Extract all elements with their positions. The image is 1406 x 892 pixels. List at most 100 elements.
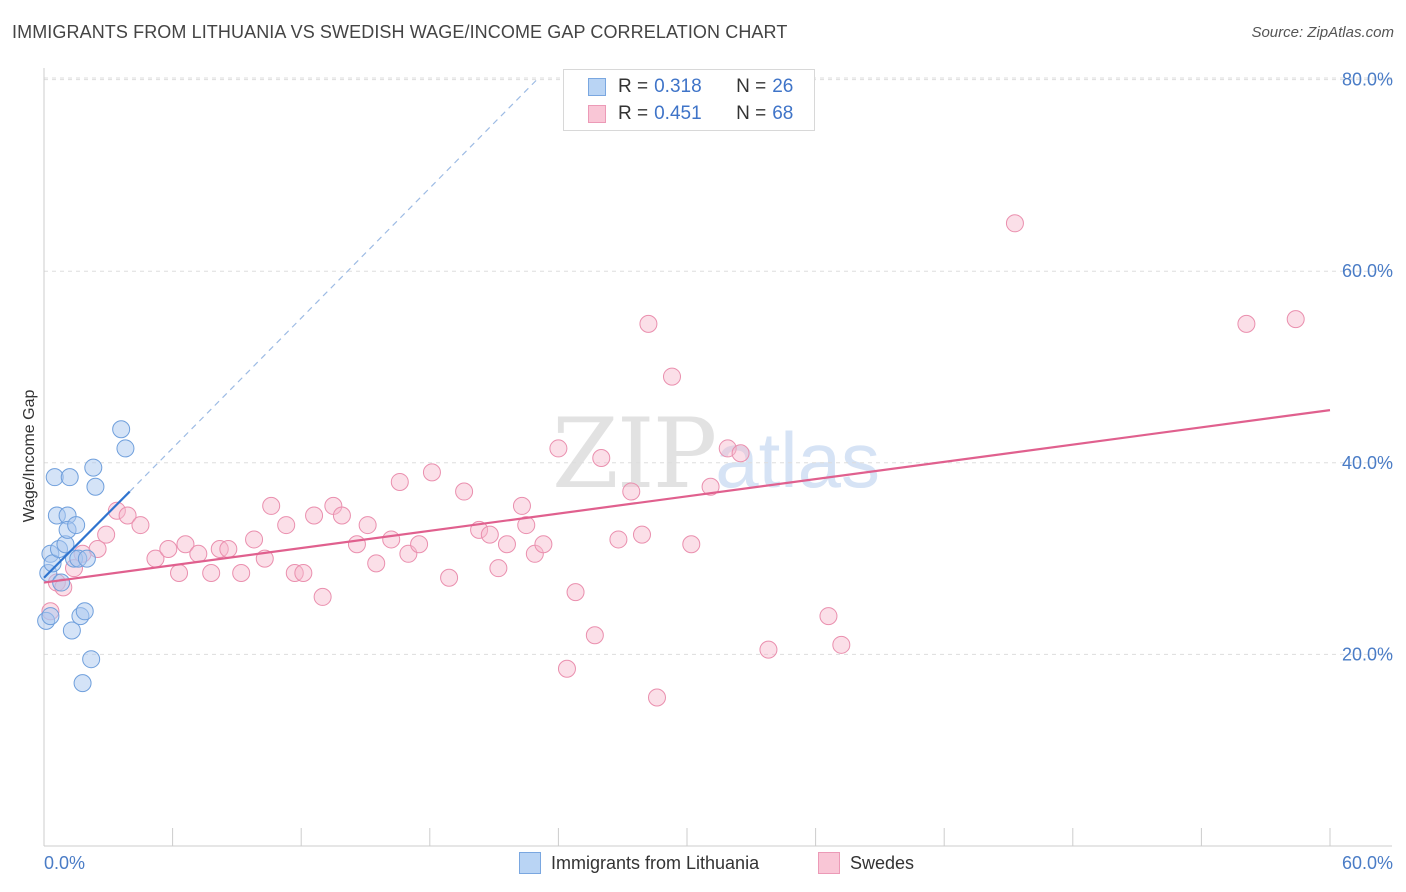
swedes-point [347,535,366,554]
swedes-point [512,496,531,515]
swedes-point [159,540,178,559]
y-tick-label: 80.0% [1342,70,1393,90]
x-tick-label: 0.0% [44,853,85,873]
swedes-point [189,544,208,563]
swedes-point [455,482,474,501]
swedes-point [632,525,651,544]
swedes-point [585,626,604,645]
swedes-point [534,535,553,554]
swedes-point [97,525,116,544]
lithuania-point [52,573,71,592]
lithuania-point [75,602,94,621]
legend-r-label: R = [618,103,649,124]
swedes-point [262,496,281,515]
y-tick-label: 20.0% [1342,644,1393,664]
lithuania-point [60,468,79,487]
tick-labels: 20.0% 40.0% 60.0% 80.0% 0.0% 60.0% [44,70,1393,873]
swedes-point [489,559,508,578]
trend-lines [43,79,1331,584]
swedes-point [480,525,499,544]
swedes-point [592,449,611,468]
swedes-point [410,535,429,554]
swedes-point [313,587,332,606]
swedes-point [819,607,838,626]
legend-n-value: 68 [772,103,794,124]
lithuania-point [116,439,135,458]
swedes-point [1286,310,1305,329]
legend-r-value: 0.318 [654,76,702,97]
swedes-point [245,530,264,549]
swedes-point [382,530,401,549]
swedes-point [1237,314,1256,333]
source-credit: Source: ZipAtlas.com [1251,24,1394,41]
lithuania-points [37,420,135,693]
swedes-point [232,563,251,582]
swedes-point [1005,214,1024,233]
swedes-point [647,688,666,707]
swedes-trend-line [43,409,1331,584]
swedes-points [41,214,1305,707]
swedes-point [358,516,377,535]
lithuania-point [41,607,60,626]
swedes-point [759,640,778,659]
swedes-point [170,563,189,582]
swedes-point [107,501,126,520]
bottom-legend-lithuania: Immigrants from Lithuania [519,852,759,874]
swedes-point [566,583,585,602]
legend-n-label: N = [736,103,767,124]
lithuania-point [45,468,64,487]
y-tick-label: 40.0% [1342,453,1393,473]
swedes-point [832,635,851,654]
swedes-point [219,540,238,559]
lithuania-point [77,549,96,568]
lithuania-point [112,420,131,439]
lithuania-point [73,674,92,693]
legend-r-value: 0.451 [654,103,702,124]
swedes-point [277,516,296,535]
lithuania-trend-extension [129,79,538,492]
swedes-point [662,367,681,386]
bottom-legend-swatch-pink [818,852,840,874]
legend-row-lithuania: R = 0.318 N = 26 [588,75,793,99]
swedes-point [440,568,459,587]
y-tick-label: 60.0% [1342,261,1393,281]
lithuania-point [62,621,81,640]
x-tick-label: 60.0% [1342,853,1393,873]
swedes-point [557,659,576,678]
legend-swatch-blue [588,78,606,96]
swedes-point [118,506,137,525]
lithuania-point [84,458,103,477]
legend-n-label: N = [736,76,767,97]
swedes-point [682,535,701,554]
bottom-legend-label: Immigrants from Lithuania [551,852,760,873]
bottom-legend-swedes: Swedes [818,852,914,874]
lithuania-point [67,516,86,535]
swedes-point [131,516,150,535]
lithuania-trend-line [43,490,131,579]
swedes-point [202,563,221,582]
swedes-point [639,314,658,333]
swedes-point [517,516,536,535]
legend-n-value: 26 [772,76,794,97]
watermark-zip: ZIP [552,398,717,510]
lithuania-point [86,477,105,496]
swedes-point [176,535,195,554]
swedes-point [701,477,720,496]
chart-title: IMMIGRANTS FROM LITHUANIA VS SWEDISH WAG… [12,22,788,42]
swedes-point [497,535,516,554]
swedes-point [422,463,441,482]
swedes-point [731,444,750,463]
bottom-legend-swatch-blue [519,852,541,874]
swedes-point [332,506,351,525]
lithuania-point [82,650,101,669]
legend-r-label: R = [618,76,649,97]
legend-swatch-pink [588,105,606,123]
bottom-legend-label: Swedes [850,852,915,873]
swedes-point [549,439,568,458]
swedes-point [367,554,386,573]
swedes-point [390,472,409,491]
swedes-point [305,506,324,525]
watermark: ZIPatlas [552,398,880,510]
legend-row-swedes: R = 0.451 N = 68 [588,102,793,126]
